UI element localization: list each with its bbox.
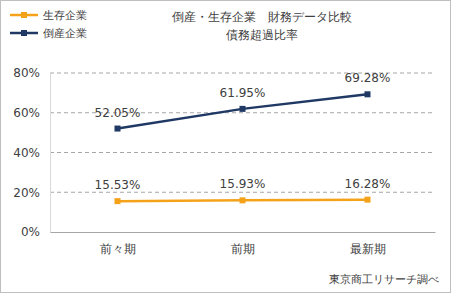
y-tick: 60% — [13, 106, 50, 120]
legend-marker — [21, 12, 27, 18]
x-tick: 前々期 — [100, 242, 136, 256]
point — [240, 106, 246, 112]
data-label: 61.95% — [220, 86, 266, 100]
point — [115, 198, 121, 204]
legend-marker — [21, 30, 27, 36]
y-tick: 40% — [13, 146, 50, 160]
y-tick: 80% — [13, 66, 50, 80]
data-labels: 15.53% 15.93% 16.28% 52.05% 61.95% 69.28% — [95, 71, 391, 192]
y-tick-label: 60% — [13, 106, 40, 120]
point — [365, 91, 371, 97]
x-tick: 最新期 — [350, 242, 386, 256]
y-tick-label: 80% — [13, 66, 40, 80]
y-axis: 0% 20% 40% 60% 80% — [13, 66, 50, 239]
y-axis-line — [50, 74, 51, 233]
legend-label: 生存企業 — [43, 9, 87, 22]
data-label: 16.28% — [345, 177, 391, 191]
grid-line — [50, 152, 435, 153]
legend-item: 生存企業 — [10, 9, 87, 22]
point — [365, 197, 371, 203]
y-tick-label: 40% — [13, 146, 40, 160]
source-note: 東京商工リサーチ調べ — [329, 273, 439, 286]
x-tick: 前期 — [231, 242, 255, 256]
legend-label: 倒産企業 — [43, 27, 87, 40]
x-tick-label: 前期 — [231, 242, 255, 256]
x-axis: 前々期 前期 最新期 — [51, 233, 436, 256]
legend: 生存企業倒産企業 — [10, 9, 87, 40]
data-label: 15.53% — [95, 178, 141, 192]
data-label: 52.05% — [95, 106, 141, 120]
x-tick-label: 最新期 — [350, 242, 386, 256]
y-tick-label: 0% — [21, 225, 40, 239]
plot-area — [115, 91, 371, 204]
y-tick-label: 20% — [13, 186, 40, 200]
x-axis-line — [51, 232, 436, 233]
subtitle: 債務超過比率 — [226, 28, 298, 42]
point — [115, 126, 121, 132]
x-tick-label: 前々期 — [100, 242, 136, 256]
frame — [1, 1, 451, 293]
chart: 0% 20% 40% 60% 80% 前々期 前期 最新期 15.53% 15.93% 16.28%… — [0, 0, 451, 293]
y-tick: 20% — [13, 186, 50, 200]
data-label: 15.93% — [220, 177, 266, 191]
y-tick: 0% — [21, 225, 50, 239]
point — [240, 197, 246, 203]
legend-item: 倒産企業 — [10, 27, 87, 40]
grid — [50, 73, 435, 192]
title: 倒産・生存企業 財務データ比較 — [172, 10, 352, 24]
data-label: 69.28% — [345, 71, 391, 85]
